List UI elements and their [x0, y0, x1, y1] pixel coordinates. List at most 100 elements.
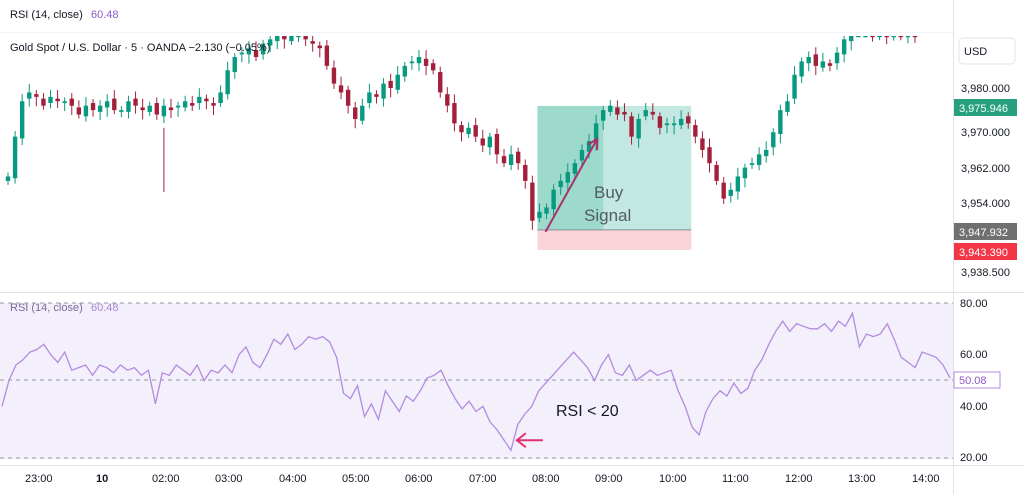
- stop-zone: [537, 229, 692, 250]
- target-price-tag: 3,975.946: [959, 103, 1008, 115]
- candle-body: [593, 123, 599, 143]
- candle-body: [90, 103, 96, 111]
- target-price-tag-bg: [954, 99, 1017, 116]
- candle-body: [912, 36, 918, 38]
- candle-body: [218, 92, 223, 104]
- candle-body: [239, 52, 245, 55]
- rsi-current-tag-bg: [953, 371, 1001, 389]
- time-tick: 10: [96, 473, 108, 485]
- time-tick: 14:00: [912, 473, 940, 485]
- candle-body: [714, 164, 719, 181]
- candle-body: [877, 36, 882, 38]
- candle-body: [27, 92, 32, 99]
- indicator-header-value: 60.48: [91, 9, 119, 21]
- rsi-panel-label: RSI (14, close): [10, 302, 83, 314]
- candle-body: [601, 110, 606, 121]
- candle-body: [459, 125, 464, 133]
- candle-body: [275, 36, 280, 42]
- time-tick: 23:00: [25, 473, 53, 485]
- candle-body: [849, 36, 854, 42]
- candle-body: [289, 36, 294, 42]
- candle-body: [480, 138, 485, 146]
- candle-body: [430, 63, 436, 71]
- rsi-line: [1, 311, 951, 452]
- candle-body: [615, 107, 620, 115]
- candle-body: [579, 149, 585, 161]
- candle-body: [657, 116, 663, 128]
- price-tick: 3,970.000: [961, 127, 1010, 139]
- candle-body: [636, 118, 641, 139]
- candle-body: [799, 61, 804, 77]
- candle-body: [423, 58, 429, 66]
- candle-body: [62, 101, 67, 104]
- candle-body: [891, 36, 896, 38]
- price-axis[interactable]: USD 3,980.000 3,970.000 3,962.000 3,954.…: [954, 37, 1017, 279]
- candle-body: [76, 107, 82, 115]
- candle-body: [34, 94, 39, 97]
- candle-body: [12, 136, 18, 179]
- candle-body: [494, 134, 500, 155]
- candle-body: [190, 103, 195, 106]
- candle-body: [374, 94, 379, 97]
- candle-body: [898, 36, 904, 38]
- rsi-tick: 40.00: [960, 401, 988, 413]
- candle-body: [147, 105, 152, 112]
- candle-body: [622, 111, 627, 115]
- candle-body: [693, 125, 698, 137]
- candle-body: [112, 98, 117, 111]
- price-tick: 3,938.500: [961, 267, 1010, 279]
- candle-body: [884, 36, 889, 38]
- candle-body: [253, 49, 259, 58]
- rsi-axis[interactable]: 80.00 60.00 40.00 20.00 50.08: [953, 298, 1001, 464]
- candle-body: [69, 98, 74, 106]
- candle-body: [763, 149, 769, 157]
- time-tick: 08:00: [532, 473, 560, 485]
- candle-body: [105, 101, 110, 108]
- candle-body: [41, 98, 46, 106]
- candle-body: [686, 116, 691, 124]
- currency-button[interactable]: [958, 37, 1016, 65]
- time-tick: 11:00: [722, 473, 749, 485]
- candle-body: [232, 57, 237, 73]
- rsi-tick: 60.00: [960, 349, 988, 361]
- candle-body: [317, 45, 322, 49]
- rsi-note-arrow-head: [515, 432, 527, 449]
- time-axis[interactable]: 23:00 10 02:00 03:00 04:00 05:00 06:00 0…: [25, 473, 940, 485]
- candle-body: [742, 167, 748, 179]
- candle-body: [551, 189, 556, 210]
- candle-body: [487, 136, 493, 148]
- time-tick: 02:00: [152, 473, 180, 485]
- candle-body: [445, 94, 450, 106]
- candle-body: [197, 96, 202, 104]
- candle-body: [856, 36, 861, 38]
- candle-body: [466, 127, 471, 134]
- candle-body: [721, 182, 726, 199]
- candle-body: [544, 207, 549, 214]
- candle-body: [395, 74, 400, 90]
- candle-body: [126, 101, 131, 112]
- rsi-tick: 80.00: [960, 298, 988, 310]
- candle-body: [586, 141, 592, 152]
- candle-body: [834, 52, 840, 64]
- candle-body: [678, 118, 684, 126]
- candle-body: [119, 110, 124, 112]
- time-tick: 04:00: [279, 473, 307, 485]
- candle-body: [792, 74, 797, 99]
- candle-body: [806, 57, 811, 64]
- price-tick: 3,962.000: [961, 163, 1010, 175]
- candle-body: [5, 176, 11, 181]
- stop-price-tag: 3,943.390: [959, 247, 1008, 259]
- candle-body: [813, 54, 818, 66]
- candle-body: [870, 36, 875, 38]
- candle-body: [140, 107, 145, 111]
- candle-body: [629, 116, 634, 137]
- candle-body: [161, 105, 167, 117]
- rsi-note-label: RSI < 20: [556, 403, 619, 420]
- candle-body: [19, 101, 25, 139]
- candle-body: [211, 103, 216, 106]
- candle-body: [296, 36, 301, 38]
- candle-body: [438, 72, 443, 93]
- candle-body: [785, 101, 790, 112]
- candle-body: [735, 176, 741, 192]
